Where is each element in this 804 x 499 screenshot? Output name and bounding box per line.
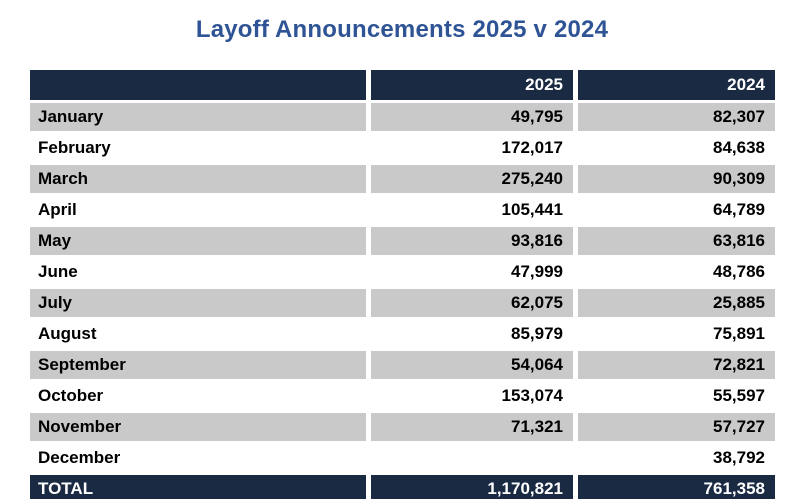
value-2025-cell: 47,999 [371,258,573,286]
value-2025-cell: 93,816 [371,227,573,255]
value-2024-cell: 63,816 [578,227,775,255]
value-2024-cell: 75,891 [578,320,775,348]
month-cell: November [30,413,366,441]
value-2024-cell: 64,789 [578,196,775,224]
total-2024-cell: 761,358 [578,475,775,499]
value-2025-cell: 172,017 [371,134,573,162]
total-label-cell: TOTAL [30,475,366,499]
table-row-december: December 38,792 [30,444,775,472]
table-row-january: January 49,795 82,307 [30,103,775,131]
value-2025-cell: 85,979 [371,320,573,348]
value-2024-cell: 55,597 [578,382,775,410]
value-2025-cell: 62,075 [371,289,573,317]
month-cell: July [30,289,366,317]
value-2025-cell: 105,441 [371,196,573,224]
total-2025-cell: 1,170,821 [371,475,573,499]
value-2025-cell: 54,064 [371,351,573,379]
table-row-may: May 93,816 63,816 [30,227,775,255]
value-2024-cell: 25,885 [578,289,775,317]
month-cell: April [30,196,366,224]
value-2025-cell: 153,074 [371,382,573,410]
value-2025-cell: 71,321 [371,413,573,441]
table-row-august: August 85,979 75,891 [30,320,775,348]
table-total-row: TOTAL 1,170,821 761,358 [30,475,775,499]
value-2024-cell: 57,727 [578,413,775,441]
month-cell: December [30,444,366,472]
value-2025-cell: 49,795 [371,103,573,131]
table-header-row: 2025 2024 [30,70,775,100]
table-row-july: July 62,075 25,885 [30,289,775,317]
table-row-march: March 275,240 90,309 [30,165,775,193]
value-2025-cell [371,444,573,472]
value-2024-cell: 90,309 [578,165,775,193]
month-cell: October [30,382,366,410]
table-row-april: April 105,441 64,789 [30,196,775,224]
value-2024-cell: 82,307 [578,103,775,131]
value-2024-cell: 72,821 [578,351,775,379]
value-2024-cell: 38,792 [578,444,775,472]
table-row-june: June 47,999 48,786 [30,258,775,286]
month-cell: September [30,351,366,379]
month-cell: January [30,103,366,131]
value-2025-cell: 275,240 [371,165,573,193]
month-cell: March [30,165,366,193]
table-row-september: September 54,064 72,821 [30,351,775,379]
table-row-october: October 153,074 55,597 [30,382,775,410]
header-2024-cell: 2024 [578,70,775,100]
month-cell: June [30,258,366,286]
table-row-february: February 172,017 84,638 [30,134,775,162]
value-2024-cell: 48,786 [578,258,775,286]
layoff-table: 2025 2024 January 49,795 82,307 February… [30,70,775,499]
value-2024-cell: 84,638 [578,134,775,162]
table-row-november: November 71,321 57,727 [30,413,775,441]
month-cell: May [30,227,366,255]
month-cell: August [30,320,366,348]
month-cell: February [30,134,366,162]
header-month-cell [30,70,366,100]
header-2025-cell: 2025 [371,70,573,100]
page-title: Layoff Announcements 2025 v 2024 [195,16,609,43]
